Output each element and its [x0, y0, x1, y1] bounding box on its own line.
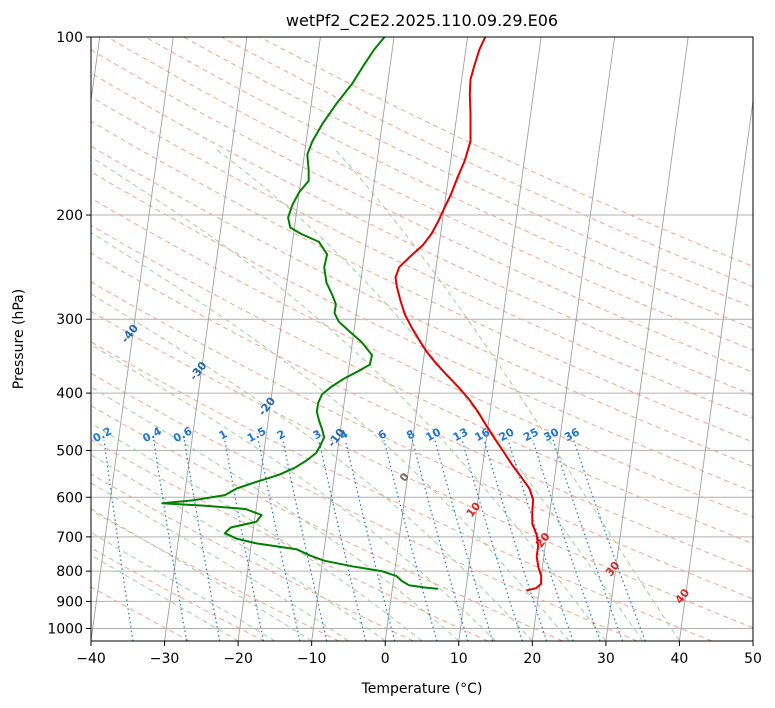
isotherm-line	[384, 37, 468, 641]
moist-adiabat-line	[91, 508, 312, 641]
mixing-ratio-line	[282, 439, 328, 641]
dry-adiabat-line	[91, 473, 414, 641]
isotherm-line	[311, 37, 395, 641]
pressure-gridlines	[91, 37, 753, 629]
mixing-ratio-label: 10	[423, 425, 443, 444]
mixing-ratio-label: 36	[562, 425, 582, 444]
y-tick-label: 300	[56, 312, 83, 328]
x-tick-label: −40	[76, 651, 106, 667]
moist-adiabat-line	[91, 386, 460, 641]
y-tick-label: 100	[56, 30, 83, 46]
chart-title: wetPf2_C2E2.2025.110.09.29.E06	[286, 11, 558, 31]
mixing-ratio-label: 20	[497, 425, 517, 444]
isotherm-line	[164, 37, 248, 641]
dry-adiabat-line	[91, 509, 340, 641]
mixing-ratio-line	[507, 439, 574, 641]
x-axis: −40 −30 −20 −10 0 10 20 30 40 50	[76, 641, 762, 667]
dry-adiabat-line	[91, 405, 563, 641]
x-tick-label: 20	[523, 651, 541, 667]
isotherm-line	[458, 37, 542, 641]
dry-adiabat-line	[91, 281, 753, 600]
moist-adiabat-line	[91, 343, 496, 641]
mixing-ratio-line	[257, 439, 301, 641]
dry-adiabat-line	[91, 171, 753, 493]
mixing-ratio-line	[552, 439, 624, 641]
mixing-ratio-lines	[103, 439, 646, 641]
mixing-ratio-line	[483, 439, 548, 641]
y-tick-label: 1000	[47, 621, 83, 637]
isotherms	[91, 37, 753, 641]
dry-adiabat-line	[91, 72, 753, 396]
temperature-profile-line	[394, 37, 543, 592]
x-tick-label: 10	[450, 651, 468, 667]
mixing-ratio-line	[103, 439, 134, 641]
x-tick-label: 0	[381, 651, 390, 667]
plot-area: 0.10.20.40.611.52346810131620253036-100-…	[91, 37, 753, 641]
moist-adiabats	[91, 149, 680, 641]
dry-adiabat-line	[91, 341, 712, 641]
mixing-ratio-line	[573, 439, 646, 641]
dry-adiabat-line	[91, 197, 753, 518]
x-axis-title: Temperature (°C)	[361, 681, 483, 697]
dry-adiabats	[91, 37, 753, 641]
moist-adiabat-line	[91, 531, 276, 641]
dry-adiabat-line	[91, 438, 489, 641]
moist-adiabat-line	[91, 422, 423, 641]
isotherm-line	[605, 37, 689, 641]
dry-adiabat-line	[107, 37, 753, 351]
y-tick-label: 400	[56, 386, 83, 402]
moist-adiabat-line	[334, 149, 680, 641]
isotherm-line	[678, 97, 753, 641]
mixing-ratio-label: 30	[542, 425, 562, 444]
moist-adiabat-line	[91, 482, 349, 641]
y-tick-label: 700	[56, 530, 83, 546]
mixing-ratio-label: 13	[451, 426, 471, 445]
y-tick-label: 600	[56, 490, 83, 506]
isotherm-line	[91, 37, 174, 641]
plot-frame	[90, 36, 754, 642]
x-tick-label: 40	[671, 651, 689, 667]
x-tick-label: −10	[297, 651, 327, 667]
x-tick-label: 30	[597, 651, 615, 667]
dewpoint-profile-line	[161, 37, 439, 590]
isotherm-line	[237, 37, 321, 641]
y-tick-label: 800	[56, 564, 83, 580]
moist-adiabat-line	[91, 156, 607, 641]
isotherm-line	[531, 37, 616, 641]
moist-adiabat-line	[91, 454, 386, 641]
mixing-ratio-label: 25	[521, 426, 541, 445]
moist-adiabat-line	[91, 293, 533, 641]
dry-adiabat-line	[145, 37, 753, 330]
x-tick-label: −20	[223, 651, 253, 667]
x-tick-label: −30	[150, 651, 180, 667]
dry-adiabat-line	[91, 145, 753, 468]
moist-adiabat-line	[91, 231, 570, 641]
y-axis-title: Pressure (hPa)	[11, 289, 27, 389]
x-tick-label: 50	[744, 651, 762, 667]
mixing-ratio-line	[224, 439, 265, 641]
y-tick-label: 500	[56, 443, 83, 459]
dry-adiabat-line	[221, 37, 753, 288]
y-axis: 100 200 300 400 500 600 700 800 900 1000	[47, 30, 91, 637]
sounding-series	[161, 37, 543, 592]
dry-adiabat-line	[91, 252, 753, 572]
moist-adiabat-line	[216, 149, 644, 641]
y-tick-label: 900	[56, 594, 83, 610]
mixing-ratio-label: 16	[473, 425, 493, 444]
mixing-ratio-line	[532, 439, 601, 641]
dry-adiabat-line	[91, 310, 753, 629]
dry-adiabat-line	[91, 547, 265, 641]
y-tick-label: 200	[56, 208, 83, 224]
